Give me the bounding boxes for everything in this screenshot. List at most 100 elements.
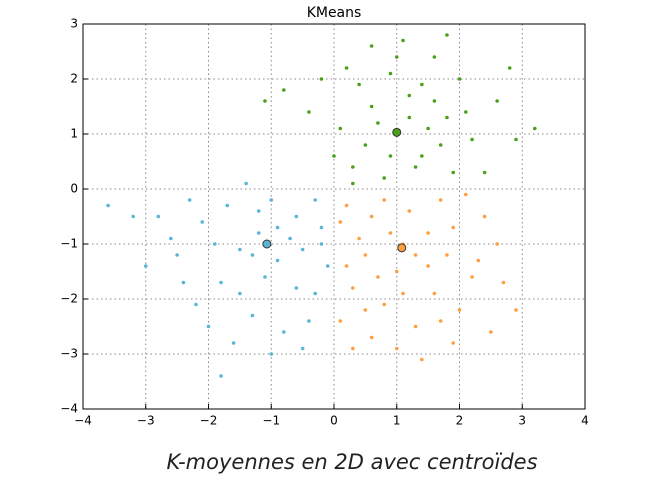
- data-point: [300, 247, 305, 252]
- data-point: [219, 280, 223, 285]
- data-point: [382, 198, 387, 202]
- data-point: [463, 192, 468, 197]
- data-point: [269, 352, 274, 356]
- data-point: [319, 225, 324, 230]
- data-point: [351, 165, 355, 169]
- data-point: [438, 319, 443, 323]
- data-point: [432, 291, 437, 296]
- data-point: [131, 214, 135, 219]
- data-point: [363, 143, 368, 147]
- y-tick-label: 2: [70, 72, 78, 86]
- data-point: [143, 264, 148, 268]
- data-point: [294, 286, 299, 290]
- data-point: [256, 209, 261, 213]
- data-point: [369, 44, 374, 48]
- data-point: [495, 242, 499, 246]
- data-point: [482, 170, 487, 175]
- data-point: [413, 324, 418, 329]
- data-point: [463, 110, 468, 114]
- data-point: [325, 264, 330, 268]
- data-point: [219, 374, 223, 378]
- data-point: [313, 291, 317, 296]
- data-point: [514, 137, 518, 142]
- data-point: [388, 231, 393, 235]
- data-point: [426, 126, 430, 131]
- data-point: [357, 236, 361, 241]
- data-point: [288, 236, 292, 241]
- x-tick-label: −4: [74, 414, 92, 428]
- data-point: [445, 33, 449, 37]
- data-point: [369, 104, 374, 109]
- data-point: [451, 225, 456, 230]
- data-point: [275, 258, 280, 263]
- data-point: [388, 154, 393, 158]
- data-point: [238, 247, 242, 252]
- data-point: [394, 55, 399, 59]
- y-tick-label: 3: [70, 17, 78, 31]
- data-point: [401, 38, 405, 43]
- plot-frame: [82, 23, 586, 410]
- data-point: [445, 253, 449, 257]
- data-point: [156, 214, 161, 219]
- data-point: [282, 330, 286, 334]
- data-point: [407, 209, 412, 213]
- data-point: [426, 264, 430, 268]
- data-point: [420, 82, 424, 87]
- data-point: [420, 154, 424, 158]
- data-point: [482, 214, 487, 219]
- data-point: [187, 198, 192, 202]
- data-point: [332, 154, 336, 158]
- data-point: [407, 93, 412, 98]
- data-point: [382, 302, 387, 307]
- data-point: [357, 82, 361, 87]
- data-point: [363, 308, 368, 312]
- data-point: [344, 203, 349, 208]
- y-tick-label: −2: [60, 292, 78, 306]
- data-point: [307, 110, 311, 114]
- data-point: [376, 275, 380, 279]
- data-point: [231, 341, 236, 345]
- data-point: [363, 253, 368, 257]
- chart-title: KMeans: [307, 5, 362, 21]
- data-point: [470, 275, 474, 279]
- data-point: [426, 231, 430, 235]
- data-point: [300, 346, 305, 351]
- data-point: [382, 176, 387, 180]
- data-point: [263, 99, 267, 103]
- data-point: [344, 66, 349, 70]
- data-point: [351, 286, 355, 290]
- data-point: [200, 220, 205, 224]
- data-point: [282, 88, 286, 92]
- data-point: [388, 71, 393, 76]
- data-point: [451, 341, 456, 345]
- data-point: [169, 236, 173, 241]
- data-point: [206, 324, 211, 329]
- data-point: [344, 264, 349, 268]
- data-point: [294, 214, 299, 219]
- data-point: [269, 198, 274, 202]
- data-point: [351, 181, 355, 186]
- x-tick-label: 0: [330, 414, 338, 428]
- data-point: [533, 126, 537, 131]
- data-point: [495, 99, 499, 103]
- data-point: [432, 55, 437, 59]
- data-point: [313, 198, 317, 202]
- y-tick-label: −4: [60, 402, 78, 416]
- data-point: [238, 291, 242, 296]
- data-point: [351, 346, 355, 351]
- data-point: [275, 225, 280, 230]
- data-point: [338, 319, 343, 323]
- data-point: [457, 308, 462, 312]
- data-point: [457, 77, 462, 81]
- data-point: [319, 242, 324, 246]
- x-tick-label: 4: [581, 414, 589, 428]
- data-point: [338, 220, 343, 224]
- data-point: [401, 291, 405, 296]
- data-point: [319, 77, 324, 81]
- data-point: [407, 115, 412, 120]
- data-point: [413, 253, 418, 257]
- data-point: [225, 203, 230, 208]
- data-point: [250, 253, 255, 257]
- data-point: [263, 275, 267, 279]
